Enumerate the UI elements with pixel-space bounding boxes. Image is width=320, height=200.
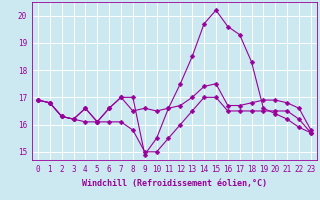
- X-axis label: Windchill (Refroidissement éolien,°C): Windchill (Refroidissement éolien,°C): [82, 179, 267, 188]
